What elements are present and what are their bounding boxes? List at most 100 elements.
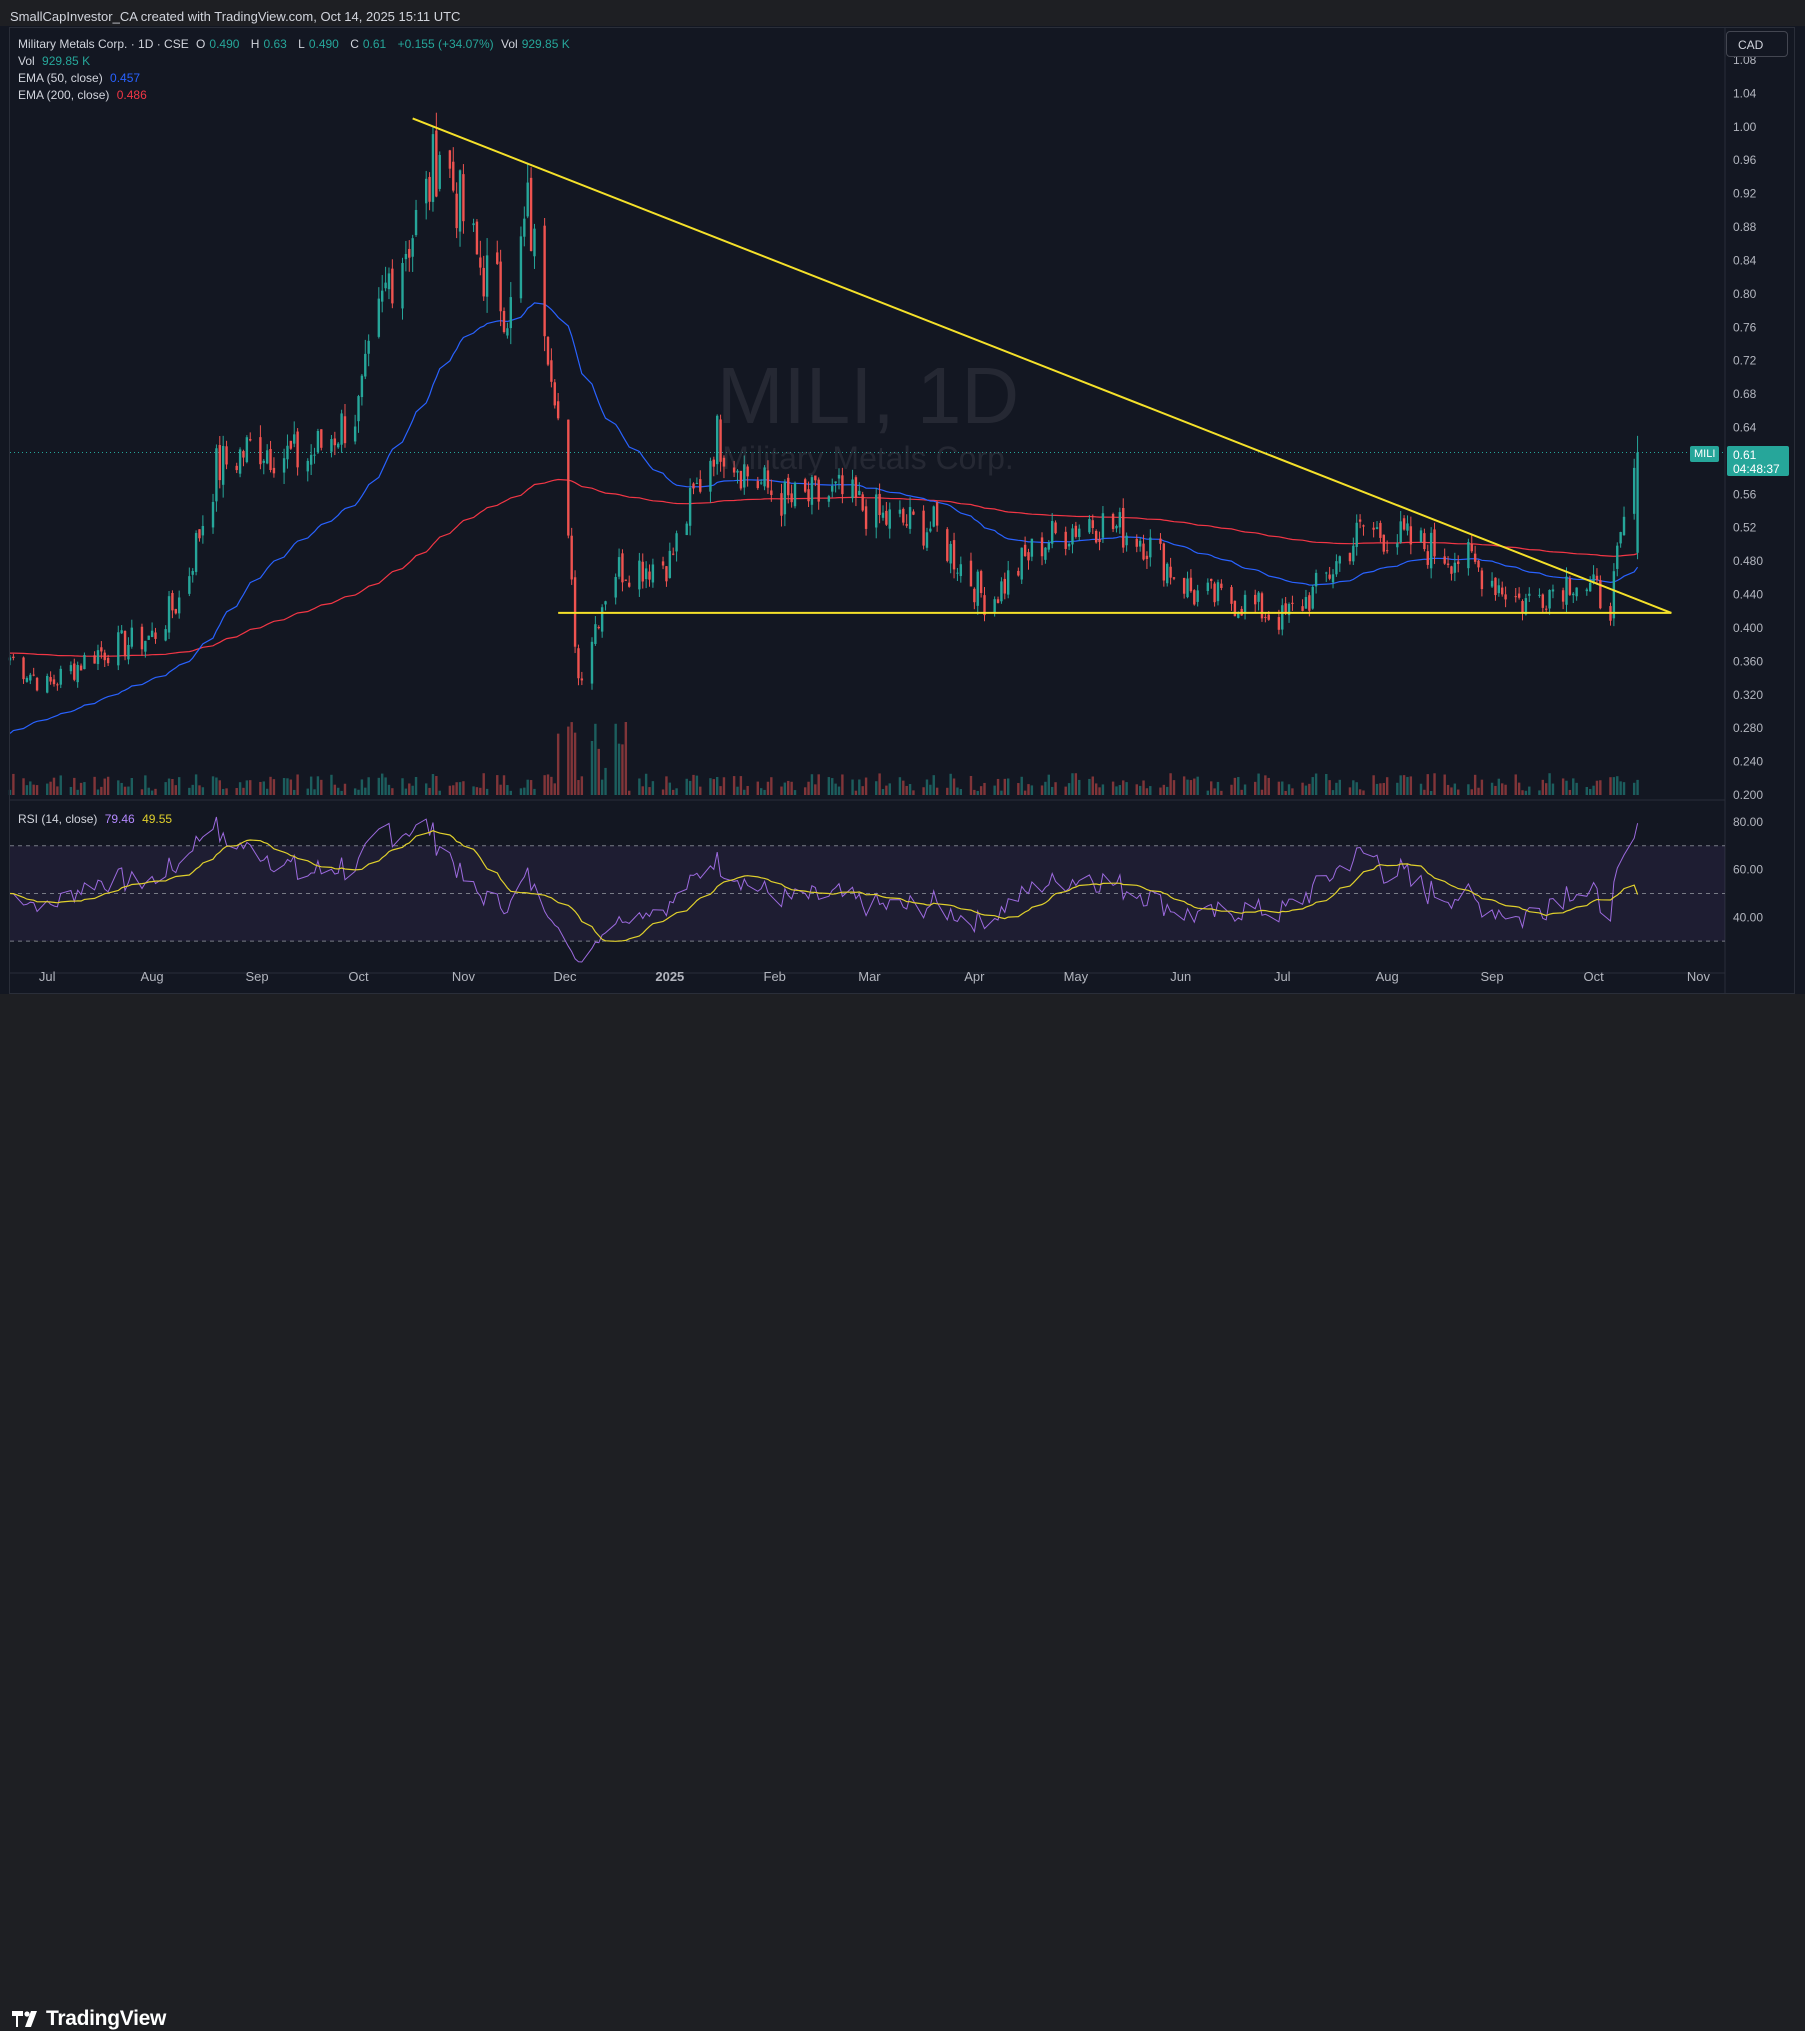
volume-bar [289, 779, 293, 795]
volume-bar [1071, 773, 1074, 795]
volume-bar [1115, 786, 1118, 795]
candle-body [766, 470, 770, 488]
volume-bar [1379, 783, 1382, 795]
volume-bar [1149, 786, 1152, 795]
volume-bar [952, 778, 956, 795]
candle-body [1044, 547, 1047, 560]
volume-bar [1111, 781, 1115, 795]
descending-trendline [412, 117, 1672, 614]
candle-body [550, 360, 553, 382]
volume-bar [140, 789, 144, 795]
candle-body [827, 496, 831, 502]
volume-bar [746, 785, 749, 795]
volume-bar [841, 774, 844, 795]
candle-body [123, 630, 127, 657]
volume-bar [617, 743, 621, 795]
volume-bar [259, 781, 262, 795]
rsi-value: 79.46 [104, 812, 135, 826]
candle-body [959, 564, 963, 577]
candle-body [35, 677, 39, 691]
volume-bar [1101, 784, 1105, 795]
candle-body [854, 477, 858, 498]
volume-bar [715, 777, 719, 795]
volume-bar [624, 721, 628, 795]
volume-bar [1372, 775, 1375, 795]
time-tick-label: Oct [348, 969, 369, 984]
candle-body [225, 446, 228, 465]
candle-body [1528, 593, 1531, 596]
volume-bar [1423, 789, 1426, 795]
candle-body [1230, 587, 1233, 604]
price-tick-label: 0.400 [1733, 621, 1763, 635]
volume-bar [1088, 778, 1091, 795]
price-tick-label: 0.240 [1733, 755, 1763, 769]
volume-bar [79, 782, 83, 795]
candle-body [1352, 545, 1355, 562]
candle-body [570, 535, 573, 580]
candle-body [1064, 531, 1067, 549]
volume-bar [455, 782, 458, 795]
volume-bar [641, 786, 644, 795]
time-tick-label: Jul [39, 969, 56, 984]
currency-selector[interactable]: CAD [1726, 31, 1788, 57]
volume-bar [1541, 779, 1545, 795]
candle-body [993, 599, 996, 614]
candle-body [1023, 544, 1027, 557]
candle-body [1568, 578, 1572, 595]
ema50-legend[interactable]: EMA (50, close) 0.457 [18, 71, 144, 85]
rsi-tick-label: 60.00 [1733, 863, 1763, 877]
volume-bar [313, 789, 316, 795]
volume-bar [387, 784, 391, 795]
volume-bar [817, 774, 820, 795]
symbol-name-watermark: Military Metals Corp. [722, 440, 1014, 476]
candle-body [1490, 580, 1494, 587]
rsi-legend[interactable]: RSI (14, close) 79.46 49.55 [18, 812, 176, 826]
candle-body [604, 601, 607, 605]
ema50-path [9, 302, 1639, 734]
candle-body [881, 512, 885, 518]
volume-bar [722, 777, 726, 795]
volume-bar [269, 776, 272, 795]
volume-bar [1243, 784, 1247, 795]
volume-bar [265, 788, 269, 795]
candle-body [485, 255, 489, 297]
candle-body [106, 657, 110, 664]
price-tick-label: 0.68 [1733, 387, 1757, 401]
chart-canvas[interactable]: 1.081.041.000.960.920.880.840.800.760.72… [0, 0, 1805, 994]
volume-bar [864, 777, 868, 795]
tradingview-logo[interactable]: TradingView [12, 2007, 166, 2031]
ema200-line [10, 478, 1638, 657]
candle-body [1138, 540, 1142, 547]
candle-body [282, 458, 286, 473]
volume-bar [127, 786, 130, 795]
candle-body [743, 464, 746, 488]
ema200-legend[interactable]: EMA (200, close) 0.486 [18, 88, 151, 102]
candle-body [167, 596, 171, 633]
candle-body [1115, 525, 1118, 529]
price-tick-label: 0.76 [1733, 320, 1757, 334]
candle-body [414, 209, 418, 236]
candle-body [130, 627, 134, 647]
volume-bar [201, 787, 205, 795]
volume-bar [1622, 782, 1626, 795]
candle-body [201, 526, 205, 536]
candle-body [722, 457, 726, 467]
volume-bar [692, 774, 695, 795]
time-tick-label: Sep [245, 969, 268, 984]
candle-body [1172, 577, 1176, 579]
ema50-value: 0.457 [110, 71, 141, 85]
candle-body [979, 571, 983, 593]
volume-bar [93, 776, 96, 795]
volume-bar [732, 776, 736, 795]
volume-bar [35, 785, 39, 795]
volume-legend[interactable]: Vol 929.85 K [18, 54, 94, 68]
volume-bar [52, 777, 56, 795]
candle-body [983, 595, 986, 616]
volume-bar [783, 782, 787, 795]
candle-body [807, 489, 810, 502]
candle-body [1159, 538, 1162, 544]
volume-bar [1230, 784, 1233, 795]
drawn-trendlines[interactable] [412, 117, 1672, 614]
volume-bar [790, 781, 793, 795]
candle-body [932, 506, 935, 527]
